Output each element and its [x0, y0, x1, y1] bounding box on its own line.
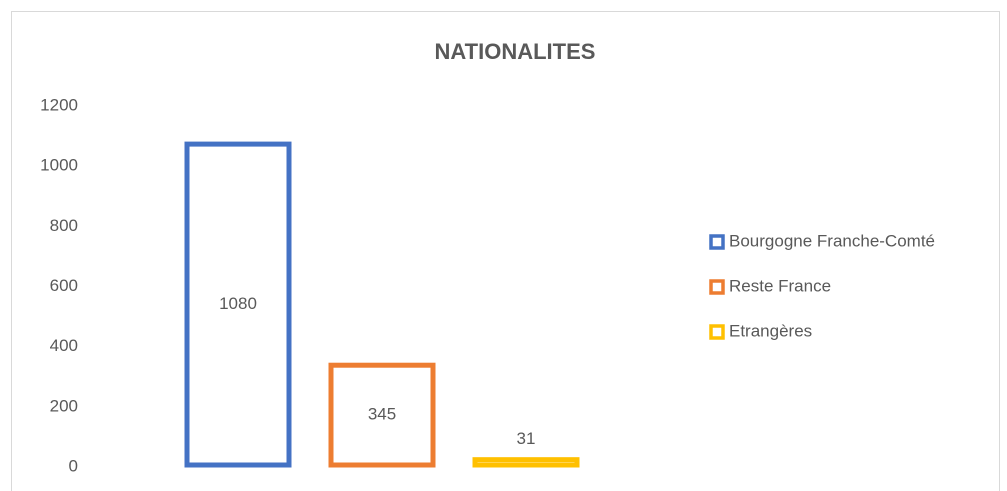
bar	[184, 141, 292, 468]
y-tick-label: 0	[69, 456, 78, 475]
legend-swatch	[709, 234, 725, 250]
chart-title: NATIONALITES	[435, 39, 596, 64]
data-label: 31	[517, 429, 536, 448]
data-label: 345	[368, 405, 396, 424]
legend-swatch	[709, 279, 725, 295]
data-label: 1080	[219, 294, 257, 313]
legend-swatch	[709, 324, 725, 340]
y-tick-label: 1000	[40, 156, 78, 175]
legend-label: Reste France	[729, 276, 831, 295]
y-tick-label: 400	[50, 336, 78, 355]
y-tick-label: 1200	[40, 95, 78, 114]
y-tick-label: 200	[50, 396, 78, 415]
chart-border	[11, 11, 1000, 491]
legend-label: Bourgogne Franche-Comté	[729, 231, 935, 250]
legend-label: Etrangères	[729, 321, 812, 340]
y-tick-label: 800	[50, 216, 78, 235]
y-tick-label: 600	[50, 276, 78, 295]
bar	[328, 362, 436, 468]
bar	[472, 457, 580, 468]
